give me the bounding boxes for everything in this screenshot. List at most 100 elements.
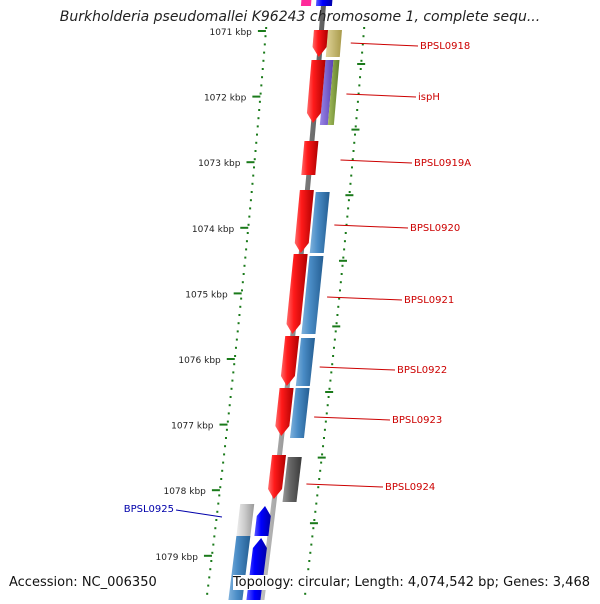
- kbp-label: 1076 kbp: [178, 356, 221, 366]
- scale-dot-right: [333, 338, 336, 341]
- scale-dot-right: [321, 453, 324, 456]
- scale-dot-left: [261, 68, 264, 70]
- kbp-tick-right: [338, 259, 347, 262]
- kbp-tick-left: [257, 30, 266, 32]
- gene-label[interactable]: BPSL0920: [410, 223, 460, 234]
- scale-dot-left: [223, 453, 226, 456]
- scale-dot-right: [356, 109, 359, 111]
- bpsl0924-forward[interactable]: [268, 455, 287, 499]
- scale-dot-right: [337, 305, 340, 308]
- scale-dot-right: [309, 551, 312, 554]
- scale-dot-right: [347, 207, 350, 210]
- bpsl0925-light[interactable]: [236, 504, 255, 536]
- kbp-tick-right: [332, 325, 341, 328]
- gene-label[interactable]: BPSL0924: [385, 482, 435, 493]
- scale-dot-left: [207, 584, 210, 587]
- scale-dot-right: [350, 166, 353, 169]
- scale-dot-right: [362, 35, 365, 38]
- gene-label[interactable]: BPSL0925: [124, 504, 174, 515]
- isph-overlay-green[interactable]: [327, 60, 340, 125]
- bpsl0922-forward[interactable]: [280, 336, 300, 386]
- gene-layer[interactable]: [228, 0, 342, 600]
- scale-dot-left: [247, 223, 250, 226]
- bpsl0923-reverse[interactable]: [289, 388, 310, 438]
- scale-dot-left: [243, 264, 246, 267]
- scale-dot-left: [215, 519, 218, 521]
- scale-dot-right: [318, 478, 321, 480]
- scale-dot-left: [248, 215, 251, 218]
- isph-overlay-purple[interactable]: [319, 60, 334, 125]
- scale-dot-right: [324, 420, 327, 423]
- scale-dot-left: [250, 191, 253, 193]
- scale-dot-left: [227, 412, 230, 415]
- scale-dot-right: [332, 346, 335, 349]
- scale-dot-right: [328, 387, 331, 390]
- scale-dot-left: [233, 363, 236, 366]
- isph-forward[interactable]: [306, 60, 326, 123]
- gene-label[interactable]: ispH: [418, 92, 440, 103]
- gene-label[interactable]: BPSL0921: [404, 295, 454, 306]
- scale-dot-right: [347, 199, 350, 202]
- gene-label[interactable]: BPSL0918: [420, 41, 470, 52]
- reverse-gene-block[interactable]: [315, 0, 333, 6]
- kbp-label: 1077 kbp: [171, 422, 214, 432]
- scale-dot-right: [351, 158, 354, 161]
- scale-dot-right: [310, 543, 313, 546]
- scale-dot-right: [350, 174, 353, 177]
- scale-dot-right: [311, 535, 314, 538]
- bpsl0920-reverse[interactable]: [309, 192, 330, 253]
- scale-dot-right: [346, 215, 349, 218]
- bpsl0918-overlay[interactable]: [325, 30, 342, 57]
- gene-label[interactable]: BPSL0923: [392, 415, 442, 426]
- scale-dot-left: [244, 256, 247, 259]
- scale-dot-right: [327, 396, 330, 398]
- scale-dot-right: [361, 43, 364, 46]
- scale-dot-left: [213, 535, 216, 538]
- bpsl0918-forward[interactable]: [312, 30, 328, 57]
- bpsl0925-reverse[interactable]: [254, 506, 271, 536]
- bpsl0926-reverse[interactable]: [228, 536, 251, 600]
- bpsl0919a-forward[interactable]: [301, 141, 319, 175]
- kbp-label: 1072 kbp: [204, 94, 247, 104]
- kbp-label: 1075 kbp: [185, 290, 228, 300]
- scale-dot-right: [348, 191, 351, 193]
- bpsl0920-forward[interactable]: [294, 190, 314, 253]
- bpsl0922-reverse[interactable]: [295, 338, 316, 386]
- scale-dot-right: [359, 68, 362, 70]
- scale-dot-left: [214, 527, 217, 530]
- bpsl0923-forward[interactable]: [275, 388, 294, 436]
- scale-dot-left: [224, 437, 227, 439]
- scale-dot-left: [236, 330, 239, 333]
- scale-dot-left: [249, 207, 252, 210]
- scale-dot-right: [313, 519, 316, 521]
- scale-dot-left: [262, 59, 265, 62]
- scale-dot-left: [255, 133, 258, 136]
- gene-leader-line: [340, 159, 413, 164]
- kbp-tick-left: [219, 423, 228, 426]
- gene-leader-line: [306, 483, 384, 488]
- scale-dot-left: [206, 592, 209, 595]
- scale-dot-right: [323, 428, 326, 431]
- scale-dot-left: [257, 117, 260, 120]
- scale-dot-left: [210, 560, 213, 562]
- pink-gene-block[interactable]: [300, 0, 312, 6]
- kbp-label: 1071 kbp: [209, 28, 252, 38]
- scale-dot-left: [228, 404, 231, 407]
- bpsl0924-reverse[interactable]: [282, 457, 302, 502]
- scale-dot-right: [331, 363, 334, 366]
- scale-dot-left: [238, 314, 241, 316]
- scale-dot-left: [263, 51, 266, 54]
- scale-dot-left: [261, 76, 264, 79]
- scale-dot-left: [256, 125, 259, 128]
- scale-dot-left: [252, 174, 255, 177]
- bpsl0921-reverse[interactable]: [301, 256, 324, 334]
- gene-label[interactable]: BPSL0922: [397, 365, 447, 376]
- scale-dot-left: [252, 166, 255, 169]
- bpsl0921-forward[interactable]: [286, 254, 308, 334]
- gene-leader-line: [175, 509, 223, 518]
- scale-dot-right: [322, 445, 325, 448]
- gene-label[interactable]: BPSL0919A: [414, 158, 471, 169]
- scale-dot-left: [219, 486, 222, 489]
